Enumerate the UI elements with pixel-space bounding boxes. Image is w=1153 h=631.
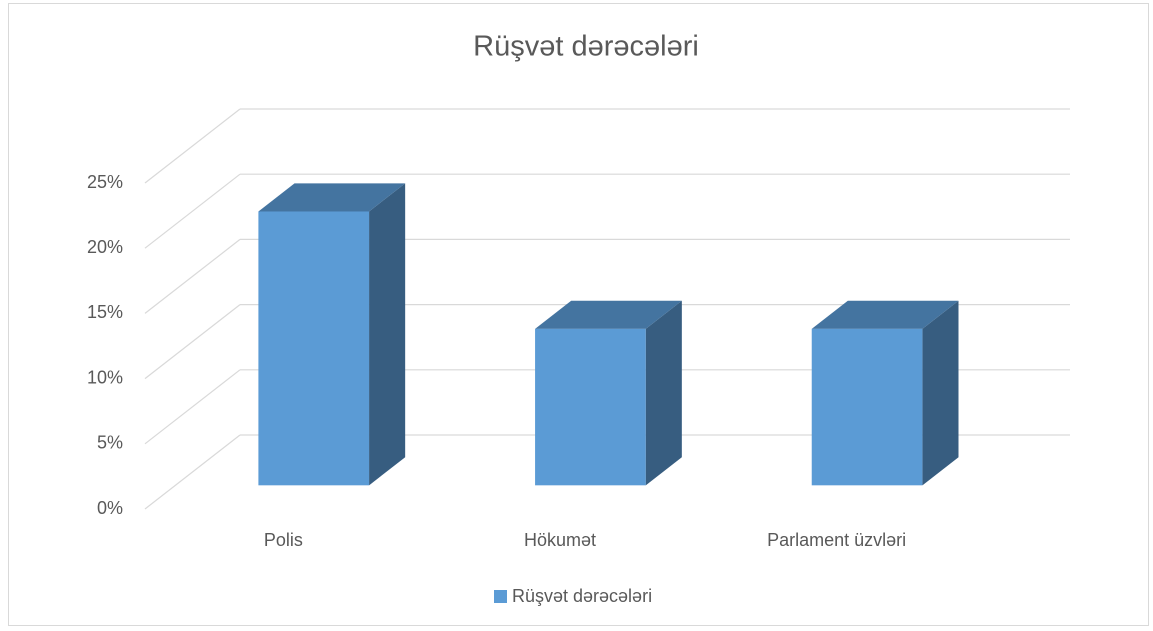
legend-label: Rüşvət dərəcələri	[512, 586, 652, 606]
bar-side	[369, 183, 406, 486]
y-tick-label: 25%	[87, 172, 123, 192]
y-tick-label: 10%	[87, 367, 123, 387]
bar-top	[811, 300, 959, 329]
y-tick-label: 15%	[87, 302, 123, 322]
bar	[811, 328, 923, 486]
x-tick-label: Parlament üzvləri	[767, 530, 906, 550]
x-tick-label: Hökumət	[524, 530, 596, 550]
bar-top	[258, 183, 406, 212]
grid-line	[144, 238, 241, 314]
y-tick-label: 0%	[97, 498, 123, 518]
chart-title: Rüşvət dərəcələri	[473, 31, 699, 63]
grid-line	[144, 108, 241, 184]
y-tick-label: 5%	[97, 433, 123, 453]
legend-swatch	[494, 590, 507, 603]
grid-line	[144, 173, 241, 249]
bar-side	[922, 300, 959, 486]
bar	[258, 211, 370, 486]
x-tick-label: Polis	[264, 530, 303, 550]
bar-top	[535, 300, 682, 329]
grid-line	[144, 434, 241, 510]
bar-side	[645, 300, 682, 486]
grid-line	[144, 369, 241, 445]
bar	[535, 328, 646, 486]
grid-line	[144, 304, 241, 380]
y-tick-label: 20%	[87, 237, 123, 257]
